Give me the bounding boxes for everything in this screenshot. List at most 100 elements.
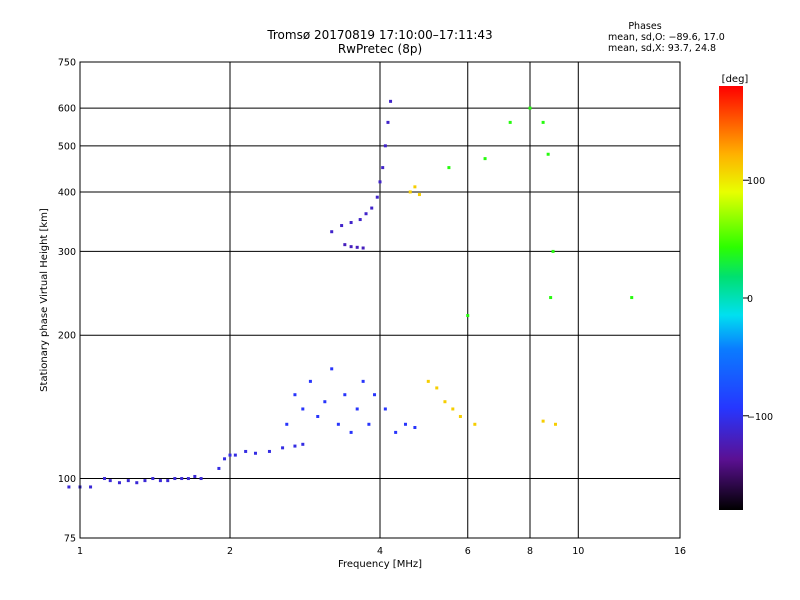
y-tick-label: 100: [58, 474, 76, 485]
data-point: [293, 393, 297, 397]
stats-heading: Phases: [628, 21, 661, 32]
data-point: [308, 379, 312, 383]
data-point: [358, 218, 362, 222]
data-point: [375, 195, 379, 199]
data-point: [301, 407, 305, 411]
data-point: [281, 446, 285, 450]
data-point: [394, 430, 398, 434]
data-point: [383, 407, 387, 411]
data-point: [301, 442, 305, 446]
plot-frame: [79, 61, 681, 539]
data-point: [551, 249, 555, 253]
data-point: [408, 190, 412, 194]
data-points: [67, 99, 634, 489]
data-point: [253, 451, 257, 455]
data-point: [135, 481, 139, 485]
data-point: [158, 479, 162, 483]
data-point: [67, 485, 71, 489]
colorbar-tick-label: 0: [747, 294, 753, 305]
colorbar-ticks: 100 0 −100: [743, 176, 773, 423]
y-tick-label: 600: [58, 104, 76, 115]
data-point: [370, 206, 374, 210]
data-point: [217, 466, 221, 470]
data-point: [340, 224, 344, 228]
y-tick-label: 400: [58, 187, 76, 198]
colorbar: [719, 86, 743, 510]
data-point: [458, 414, 462, 418]
data-point: [103, 477, 107, 481]
y-tick-label: 750: [58, 58, 76, 69]
y-tick-label: 75: [64, 534, 76, 545]
data-point: [553, 422, 557, 426]
data-point: [541, 120, 545, 124]
data-point: [228, 453, 232, 457]
stats-line-x: mean, sd,X: 93.7, 24.8: [608, 43, 716, 54]
chart-subtitle: RwPretec (8p): [338, 42, 422, 56]
y-axis-label: Stationary phase Virtual Height [km]: [39, 208, 50, 392]
x-tick-label: 6: [465, 546, 471, 557]
data-point: [193, 474, 197, 478]
data-point: [549, 296, 553, 300]
grid-lines: [80, 62, 680, 538]
data-point: [199, 477, 203, 481]
data-point: [386, 120, 390, 124]
data-point: [223, 457, 227, 461]
data-point: [316, 414, 320, 418]
data-point: [447, 166, 451, 170]
data-point: [541, 419, 545, 423]
data-point: [343, 393, 347, 397]
data-point: [361, 379, 365, 383]
data-point: [108, 479, 112, 483]
x-axis-label: Frequency [MHz]: [338, 559, 422, 570]
data-point: [349, 430, 353, 434]
data-point: [285, 422, 289, 426]
data-point: [443, 400, 447, 404]
colorbar-tick-label: −100: [747, 412, 773, 423]
data-point: [473, 422, 477, 426]
colorbar-tick-label: 100: [747, 176, 765, 187]
y-axis-ticks: 75 100 200 300 400 500 600 750: [58, 58, 76, 545]
x-axis-ticks: 1 2 4 6 8 10 16: [77, 546, 686, 557]
data-point: [355, 407, 359, 411]
data-point: [180, 477, 184, 481]
stats-line-o: mean, sd,O: −89.6, 17.0: [608, 32, 725, 43]
data-point: [355, 245, 359, 249]
data-point: [151, 477, 155, 481]
data-point: [89, 485, 93, 489]
data-point: [508, 120, 512, 124]
data-point: [373, 393, 377, 397]
data-point: [378, 180, 382, 184]
data-point: [435, 386, 439, 390]
x-tick-label: 10: [572, 546, 584, 557]
x-tick-label: 2: [227, 546, 233, 557]
data-point: [117, 481, 121, 485]
data-point: [336, 422, 340, 426]
data-point: [413, 425, 417, 429]
data-point: [483, 157, 487, 161]
data-point: [389, 99, 393, 103]
data-point: [364, 212, 368, 216]
colorbar-label: [deg]: [722, 74, 749, 85]
data-point: [267, 449, 271, 453]
chart-title: Tromsø 20170819 17:10:00–17:11:43: [266, 28, 492, 42]
data-point: [361, 246, 365, 250]
data-point: [343, 243, 347, 247]
data-point: [186, 477, 190, 481]
data-point: [451, 407, 455, 411]
y-tick-label: 300: [58, 247, 76, 258]
x-tick-label: 8: [527, 546, 533, 557]
data-point: [233, 453, 237, 457]
data-point: [330, 367, 334, 371]
data-point: [413, 185, 417, 189]
data-point: [417, 193, 421, 197]
data-point: [528, 106, 532, 110]
y-tick-label: 200: [58, 331, 76, 342]
data-point: [293, 444, 297, 448]
data-point: [383, 144, 387, 148]
data-point: [349, 221, 353, 225]
data-point: [126, 479, 130, 483]
data-point: [143, 479, 147, 483]
y-tick-label: 500: [58, 141, 76, 152]
data-point: [367, 422, 371, 426]
